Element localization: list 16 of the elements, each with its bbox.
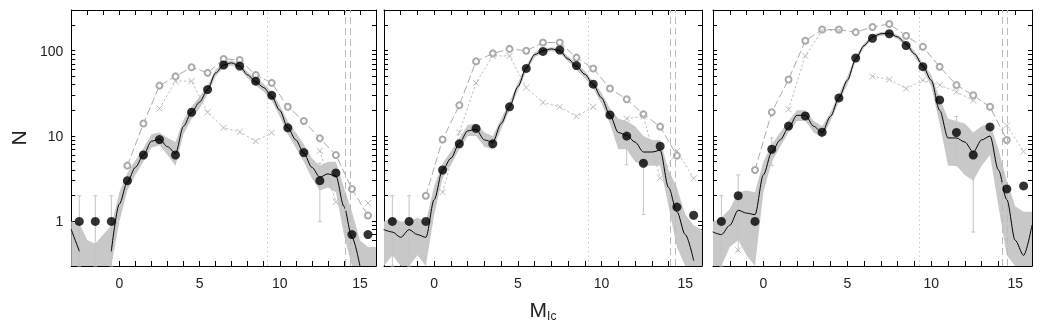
x-tick-label: 15 [677,275,694,291]
x-tick-label: 10 [923,275,940,291]
x-tick-label: 5 [514,275,522,291]
x-tick-label: 0 [115,275,124,291]
x-tick-label: 5 [843,275,852,291]
x-tick-label: 0 [759,275,768,291]
x-tick-label: 15 [1007,275,1024,291]
x-tick-label: 10 [593,275,610,291]
y-axis-title: N [7,130,30,146]
x-tick-label: 0 [430,275,439,291]
y-tick-label: 100 [39,42,64,59]
x-tick-label: 5 [195,275,204,291]
y-tick-label: 1 [55,213,64,230]
x-tick-label: 10 [271,275,288,291]
y-tick-label: 10 [47,128,64,145]
x-tick-label: 15 [352,275,368,291]
